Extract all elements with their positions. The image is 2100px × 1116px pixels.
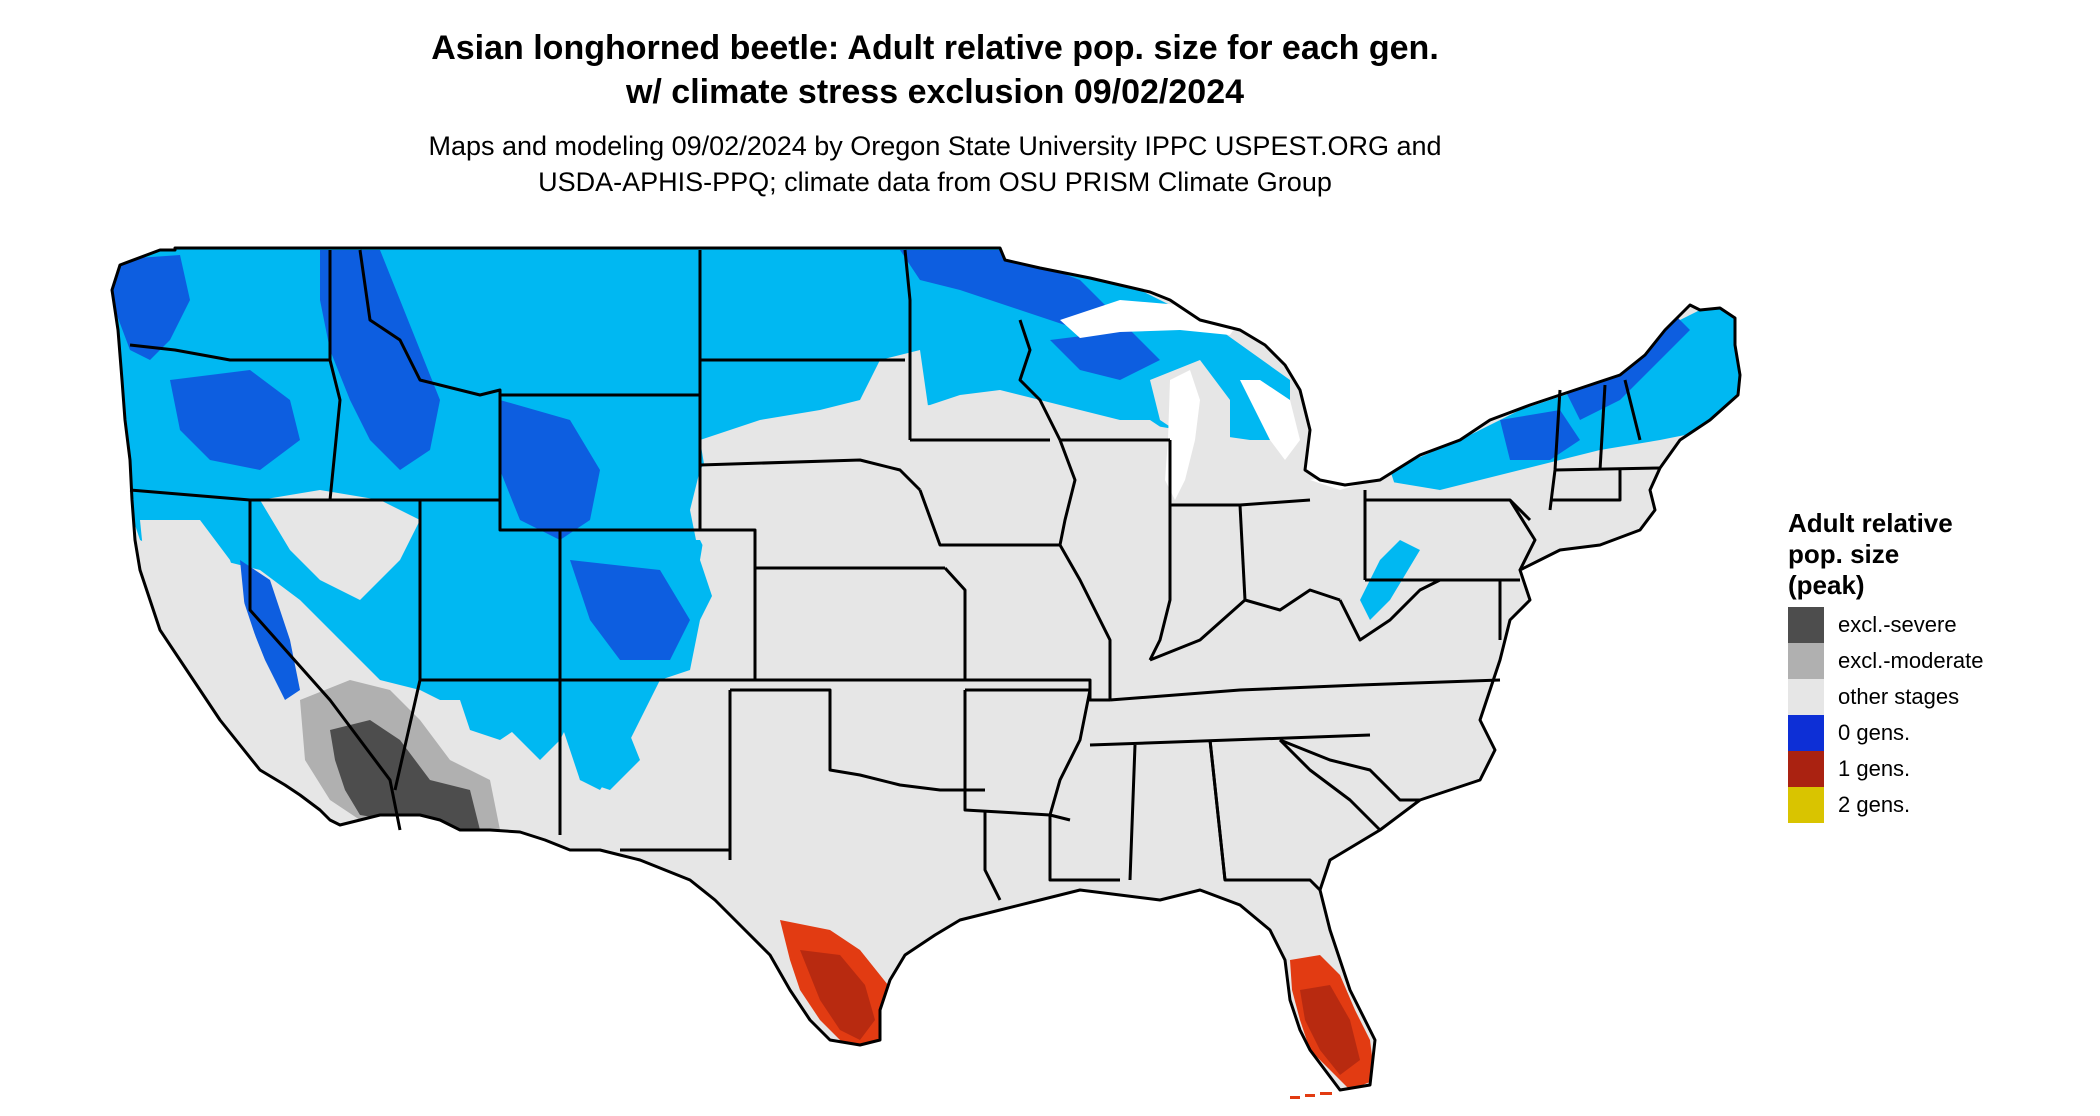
border-nd-mn [903, 249, 912, 440]
border-mo-il [1058, 544, 1112, 700]
border-vt-nh [1598, 384, 1607, 471]
florida-keys [1290, 1092, 1332, 1099]
zero-gens-dark-mi [1050, 330, 1160, 380]
legend-item-0-gens: 0 gens. [1788, 715, 2088, 751]
legend-swatch-2-gens [1788, 787, 1824, 823]
legend-swatch-other-stages [1788, 679, 1824, 715]
border-nv-ut [330, 498, 422, 791]
key-3 [1320, 1092, 1332, 1095]
legend-swatch-excl-moderate [1788, 643, 1824, 679]
border-in-oh [1238, 504, 1247, 601]
border-il-in [1148, 440, 1172, 661]
legend-item-excl-severe: excl.-severe [1788, 607, 2088, 643]
legend-swatch-0-gens [1788, 715, 1824, 751]
lake-superior [1060, 300, 1240, 338]
one-gen-texas-dark [800, 950, 875, 1040]
legend-label-excl-severe: excl.-severe [1838, 612, 1957, 637]
border-id-west [328, 250, 342, 501]
legend-label-0-gens: 0 gens. [1838, 720, 1911, 745]
california-valley-gray [140, 520, 280, 760]
legend-title-line3: (peak) [1788, 570, 1865, 600]
border-la [983, 810, 1120, 901]
chart-title-line2: w/ climate stress exclusion 09/02/2024 [625, 73, 1245, 111]
key-1 [1290, 1096, 1300, 1099]
legend-item-1-gens: 1 gens. [1788, 751, 2088, 787]
legend-swatch-excl-severe [1788, 607, 1824, 643]
chart-subtitle-line2: USDA-APHIS-PPQ; climate data from OSU PR… [538, 167, 1332, 197]
zero-gens-dark-mn [900, 250, 1110, 330]
us-outline [110, 246, 1742, 1092]
one-gen-florida-dark [1300, 985, 1360, 1075]
state-borders [110, 246, 1742, 1092]
border-ky-in [1149, 588, 1341, 662]
legend-swatch-1-gens [1788, 751, 1824, 787]
border-nm-tx [620, 690, 732, 852]
border-ma [1554, 466, 1661, 472]
border-mi-in [1170, 498, 1311, 507]
zero-gens-sw-patch [460, 690, 530, 740]
border-id-mt [358, 249, 502, 500]
border-tn-south [1089, 733, 1371, 747]
legend: Adult relative pop. size (peak) excl.-se… [1788, 508, 2088, 823]
border-mo [943, 566, 1110, 702]
zero-gens-dark-ny [1500, 410, 1580, 460]
border-ar [963, 688, 1092, 822]
key-2 [1305, 1094, 1315, 1097]
border-mn-wi [1018, 319, 1062, 441]
border-nh-me [1623, 379, 1642, 441]
border-ga-sc [1278, 738, 1382, 832]
legend-title: Adult relative pop. size (peak) [1788, 508, 2088, 601]
border-al-ga [1208, 739, 1322, 892]
border-ut [420, 498, 562, 682]
zero-gens-dark-cascades [112, 255, 190, 360]
border-wv-va [1338, 578, 1441, 642]
lake-michigan [1165, 370, 1200, 500]
border-ca-nv [248, 500, 402, 831]
legend-item-other-stages: other stages [1788, 679, 2088, 715]
zero-gens-dark-rockies [320, 250, 440, 470]
legend-item-excl-moderate: excl.-moderate [1788, 643, 2088, 679]
zero-gens-dark-wy [500, 400, 600, 540]
border-va-nc [1359, 678, 1501, 687]
zero-gens-dark-co [570, 560, 690, 660]
border-ia-mo [918, 489, 1060, 547]
chart-title-line1: Asian longhorned beetle: Adult relative … [431, 29, 1439, 67]
great-basin-gray [260, 490, 420, 600]
zero-gens-dark-oregon [170, 370, 300, 470]
legend-title-line2: pop. size [1788, 539, 1900, 569]
border-sd-ne [699, 458, 922, 492]
border-ct-ri [1550, 470, 1622, 502]
border-wa-or [129, 343, 330, 362]
border-ky-tn [1109, 683, 1361, 702]
legend-label-excl-moderate: excl.-moderate [1838, 648, 1984, 673]
zero-gens-nm-patch [560, 710, 640, 790]
legend-title-line1: Adult relative [1788, 508, 1953, 538]
legend-label-1-gens: 1 gens. [1838, 756, 1911, 781]
border-nj [1508, 499, 1537, 571]
zero-gens-dark-sierra [240, 560, 300, 700]
legend-label-2-gens: 2 gens. [1838, 792, 1911, 817]
border-co [558, 530, 757, 682]
lake-huron [1240, 380, 1300, 460]
plains-lowland-gray [700, 350, 1440, 620]
chart-subtitle-line1: Maps and modeling 09/02/2024 by Oregon S… [428, 131, 1442, 161]
legend-label-other-stages: other stages [1838, 684, 1960, 709]
legend-item-2-gens: 2 gens. [1788, 787, 2088, 823]
border-ia-il [1058, 439, 1077, 546]
border-nc-sc [1279, 738, 1420, 802]
